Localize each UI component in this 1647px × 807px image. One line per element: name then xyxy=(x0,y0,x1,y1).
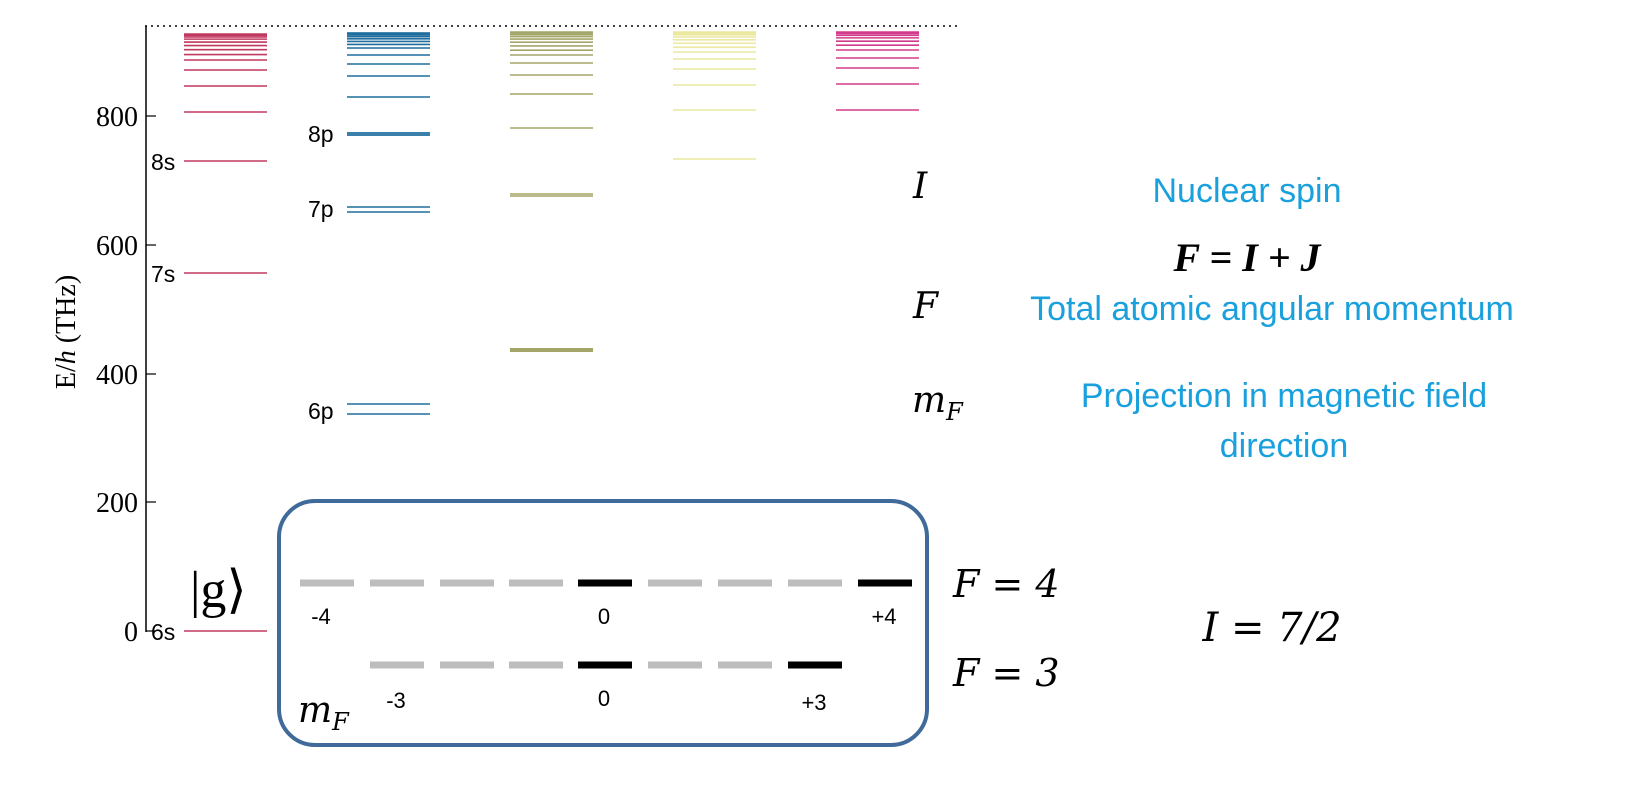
symbol-F: F xyxy=(912,286,940,327)
y-tick-label-200: 200 xyxy=(96,488,138,519)
level-column-yellow xyxy=(673,31,756,160)
description-total-angular-momentum: Total atomic angular momentum xyxy=(1030,290,1514,328)
F4-label: F = 4 xyxy=(952,562,1060,606)
equation-F-I-J: F = I + J xyxy=(1172,235,1322,280)
level-column-blue xyxy=(347,32,430,415)
description-nuclear-spin: Nuclear spin xyxy=(1153,172,1342,210)
y-tick-label-400: 400 xyxy=(96,360,138,391)
level-label-7s: 7s xyxy=(151,261,175,287)
hyperfine-box xyxy=(277,499,929,747)
description-projection-line1: Projection in magnetic field xyxy=(1081,377,1487,415)
y-tick-label-800: 800 xyxy=(96,102,138,133)
level-label-6s: 6s xyxy=(151,619,175,645)
y-tick-label-0: 0 xyxy=(124,617,138,648)
y-axis-title: E/h (THz) xyxy=(51,275,82,389)
level-label-8s: 8s xyxy=(151,149,175,175)
mF-tick-F4-minus4: -4 xyxy=(311,604,331,629)
mF-tick-F4-zero: 0 xyxy=(598,604,610,629)
level-label-8p: 8p xyxy=(308,121,334,147)
ground-state-label: |g⟩ xyxy=(190,562,247,619)
level-label-6p: 6p xyxy=(308,398,334,424)
mF-tick-F4-plus4: +4 xyxy=(871,604,896,629)
y-tick-label-600: 600 xyxy=(96,231,138,262)
level-column-crimson xyxy=(184,33,267,632)
level-label-7p: 7p xyxy=(308,196,334,222)
F3-label: F = 3 xyxy=(952,651,1060,695)
mF-axis-label: mF xyxy=(298,690,350,736)
y-axis-ticks xyxy=(146,115,156,632)
description-projection-line2: direction xyxy=(1220,427,1349,465)
symbol-I: I xyxy=(912,166,928,207)
symbol-mF: mF xyxy=(912,380,964,426)
mF-tick-F3-minus3: -3 xyxy=(386,688,406,713)
nuclear-spin-value: I = 7/2 xyxy=(1201,605,1341,651)
level-column-magenta xyxy=(836,31,919,111)
mF-tick-F3-plus3: +3 xyxy=(801,690,826,715)
level-column-olive xyxy=(510,31,593,352)
mF-tick-F3-zero: 0 xyxy=(598,686,610,711)
